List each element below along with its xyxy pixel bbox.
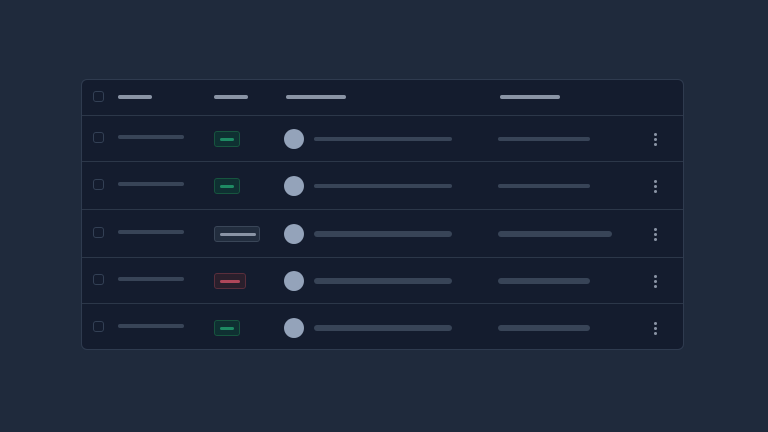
avatar (284, 271, 304, 291)
detail-placeholder (498, 325, 590, 331)
header-placeholder (500, 95, 560, 99)
detail-placeholder (498, 278, 590, 284)
avatar (284, 129, 304, 149)
row-checkbox[interactable] (93, 274, 104, 285)
kebab-vertical-icon[interactable] (654, 180, 657, 195)
text-placeholder (118, 135, 184, 139)
status-badge (214, 320, 240, 336)
text-placeholder (118, 324, 184, 328)
avatar (284, 176, 304, 196)
name-placeholder (314, 231, 452, 237)
status-badge (214, 131, 240, 147)
data-table-skeleton (81, 79, 684, 350)
text-placeholder (118, 277, 184, 281)
table-row[interactable] (82, 161, 683, 209)
table-header (82, 80, 683, 116)
table-row[interactable] (82, 115, 683, 161)
header-placeholder (214, 95, 248, 99)
avatar (284, 224, 304, 244)
text-placeholder (118, 230, 184, 234)
text-placeholder (118, 182, 184, 186)
select-all-checkbox[interactable] (93, 91, 104, 102)
row-checkbox[interactable] (93, 132, 104, 143)
name-placeholder (314, 137, 452, 141)
name-placeholder (314, 325, 452, 331)
detail-placeholder (498, 137, 590, 141)
name-placeholder (314, 184, 452, 188)
kebab-vertical-icon[interactable] (654, 275, 657, 290)
status-badge (214, 273, 246, 289)
detail-placeholder (498, 184, 590, 188)
status-badge (214, 178, 240, 194)
kebab-vertical-icon[interactable] (654, 133, 657, 148)
avatar (284, 318, 304, 338)
table-row[interactable] (82, 209, 683, 257)
header-placeholder (286, 95, 346, 99)
table-row[interactable] (82, 257, 683, 303)
kebab-vertical-icon[interactable] (654, 228, 657, 243)
detail-placeholder (498, 231, 612, 237)
row-checkbox[interactable] (93, 321, 104, 332)
kebab-vertical-icon[interactable] (654, 322, 657, 337)
status-badge (214, 226, 260, 242)
header-placeholder (118, 95, 152, 99)
table-row[interactable] (82, 303, 683, 349)
name-placeholder (314, 278, 452, 284)
row-checkbox[interactable] (93, 179, 104, 190)
row-checkbox[interactable] (93, 227, 104, 238)
